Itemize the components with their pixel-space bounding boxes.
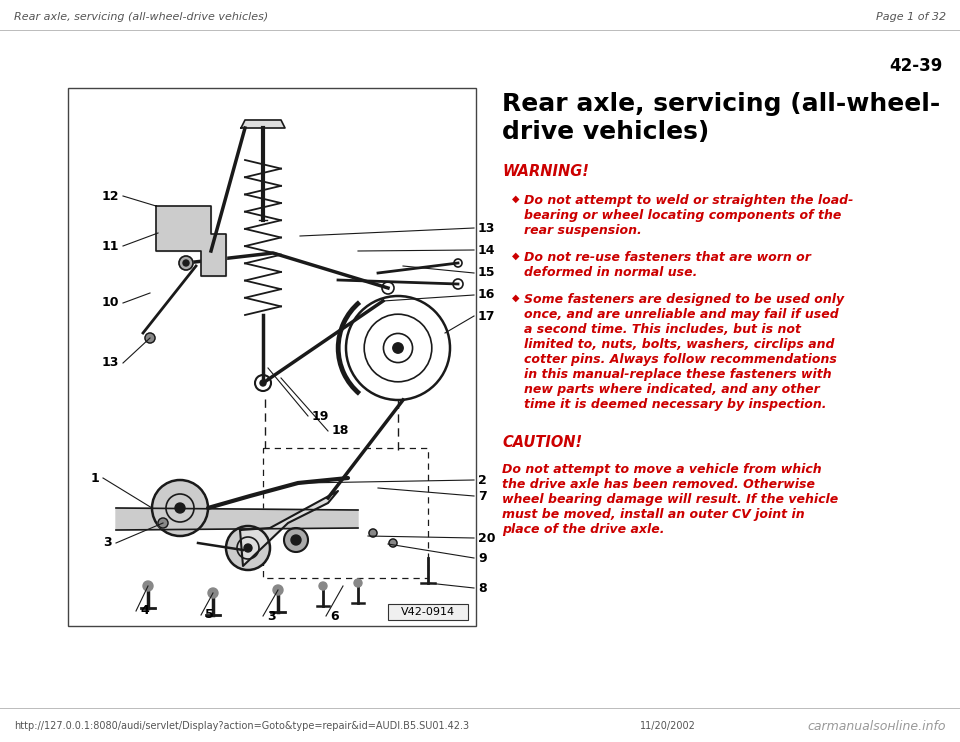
- Text: 18: 18: [332, 424, 349, 438]
- Polygon shape: [156, 206, 226, 276]
- Circle shape: [152, 480, 208, 536]
- Text: CAUTION!: CAUTION!: [502, 435, 582, 450]
- Circle shape: [393, 343, 403, 353]
- Circle shape: [291, 535, 301, 545]
- Text: 2: 2: [478, 473, 487, 487]
- Text: Do not attempt to weld or straighten the load-: Do not attempt to weld or straighten the…: [524, 194, 853, 207]
- Text: 9: 9: [478, 551, 487, 565]
- Text: Page 1 of 32: Page 1 of 32: [876, 12, 946, 22]
- Text: 4: 4: [140, 605, 149, 617]
- Text: 14: 14: [478, 243, 495, 257]
- Text: ◆: ◆: [512, 194, 519, 204]
- Circle shape: [143, 581, 153, 591]
- Text: Do not re-use fasteners that are worn or: Do not re-use fasteners that are worn or: [524, 251, 811, 264]
- Text: WARNING!: WARNING!: [502, 164, 588, 179]
- Text: once, and are unreliable and may fail if used: once, and are unreliable and may fail if…: [524, 308, 839, 321]
- Text: Do not attempt to move a vehicle from which: Do not attempt to move a vehicle from wh…: [502, 463, 822, 476]
- Text: new parts where indicated, and any other: new parts where indicated, and any other: [524, 383, 820, 396]
- Text: limited to, nuts, bolts, washers, circlips and: limited to, nuts, bolts, washers, circli…: [524, 338, 834, 351]
- Polygon shape: [240, 491, 338, 566]
- Text: 20: 20: [478, 531, 495, 545]
- Text: 8: 8: [478, 582, 487, 594]
- Text: 12: 12: [102, 189, 119, 203]
- Circle shape: [260, 380, 266, 386]
- Text: place of the drive axle.: place of the drive axle.: [502, 523, 664, 536]
- Text: Rear axle, servicing (all-wheel-drive vehicles): Rear axle, servicing (all-wheel-drive ve…: [14, 12, 268, 22]
- Text: 3: 3: [267, 609, 276, 623]
- Text: 7: 7: [478, 490, 487, 502]
- Text: 15: 15: [478, 266, 495, 280]
- Text: 10: 10: [102, 297, 119, 309]
- Circle shape: [369, 529, 377, 537]
- Text: 19: 19: [312, 410, 329, 422]
- Text: 17: 17: [478, 309, 495, 323]
- Circle shape: [145, 333, 155, 343]
- Polygon shape: [241, 120, 285, 128]
- Polygon shape: [116, 508, 358, 530]
- Circle shape: [354, 579, 362, 587]
- Text: ◆: ◆: [512, 293, 519, 303]
- Text: must be moved, install an outer CV joint in: must be moved, install an outer CV joint…: [502, 508, 804, 521]
- Text: Some fasteners are designed to be used only: Some fasteners are designed to be used o…: [524, 293, 844, 306]
- Circle shape: [319, 582, 327, 590]
- Text: 42-39: 42-39: [889, 57, 943, 75]
- Text: cotter pins. Always follow recommendations: cotter pins. Always follow recommendatio…: [524, 353, 837, 366]
- Text: 13: 13: [478, 222, 495, 234]
- Text: 11: 11: [102, 240, 119, 252]
- Text: 6: 6: [330, 609, 339, 623]
- Text: the drive axle has been removed. Otherwise: the drive axle has been removed. Otherwi…: [502, 478, 815, 491]
- Text: a second time. This includes, but is not: a second time. This includes, but is not: [524, 323, 801, 336]
- Text: 16: 16: [478, 289, 495, 301]
- Text: carmanualsонline.info: carmanualsонline.info: [807, 720, 946, 732]
- Circle shape: [158, 518, 168, 528]
- Text: bearing or wheel locating components of the: bearing or wheel locating components of …: [524, 209, 841, 222]
- Text: 1: 1: [90, 471, 99, 485]
- Text: V42-0914: V42-0914: [401, 607, 455, 617]
- Text: deformed in normal use.: deformed in normal use.: [524, 266, 697, 279]
- Text: 13: 13: [102, 356, 119, 370]
- Circle shape: [175, 503, 185, 513]
- Text: drive vehicles): drive vehicles): [502, 120, 709, 144]
- Circle shape: [284, 528, 308, 552]
- Text: time it is deemed necessary by inspection.: time it is deemed necessary by inspectio…: [524, 398, 827, 411]
- Circle shape: [179, 256, 193, 270]
- Circle shape: [244, 544, 252, 552]
- Text: rear suspension.: rear suspension.: [524, 224, 641, 237]
- Text: http://127.0.0.1:8080/audi/servlet/Display?action=Goto&type=repair&id=AUDI.B5.SU: http://127.0.0.1:8080/audi/servlet/Displ…: [14, 721, 469, 731]
- Text: Rear axle, servicing (all-wheel-: Rear axle, servicing (all-wheel-: [502, 92, 940, 116]
- Text: 3: 3: [104, 536, 112, 550]
- Bar: [388, 604, 468, 620]
- Circle shape: [273, 585, 283, 595]
- Text: 11/20/2002: 11/20/2002: [640, 721, 696, 731]
- Circle shape: [183, 260, 189, 266]
- Circle shape: [226, 526, 270, 570]
- Circle shape: [208, 588, 218, 598]
- Bar: [68, 88, 476, 626]
- Text: 5: 5: [205, 608, 214, 622]
- Text: in this manual-replace these fasteners with: in this manual-replace these fasteners w…: [524, 368, 831, 381]
- Text: ◆: ◆: [512, 251, 519, 261]
- Text: wheel bearing damage will result. If the vehicle: wheel bearing damage will result. If the…: [502, 493, 838, 506]
- Circle shape: [389, 539, 397, 547]
